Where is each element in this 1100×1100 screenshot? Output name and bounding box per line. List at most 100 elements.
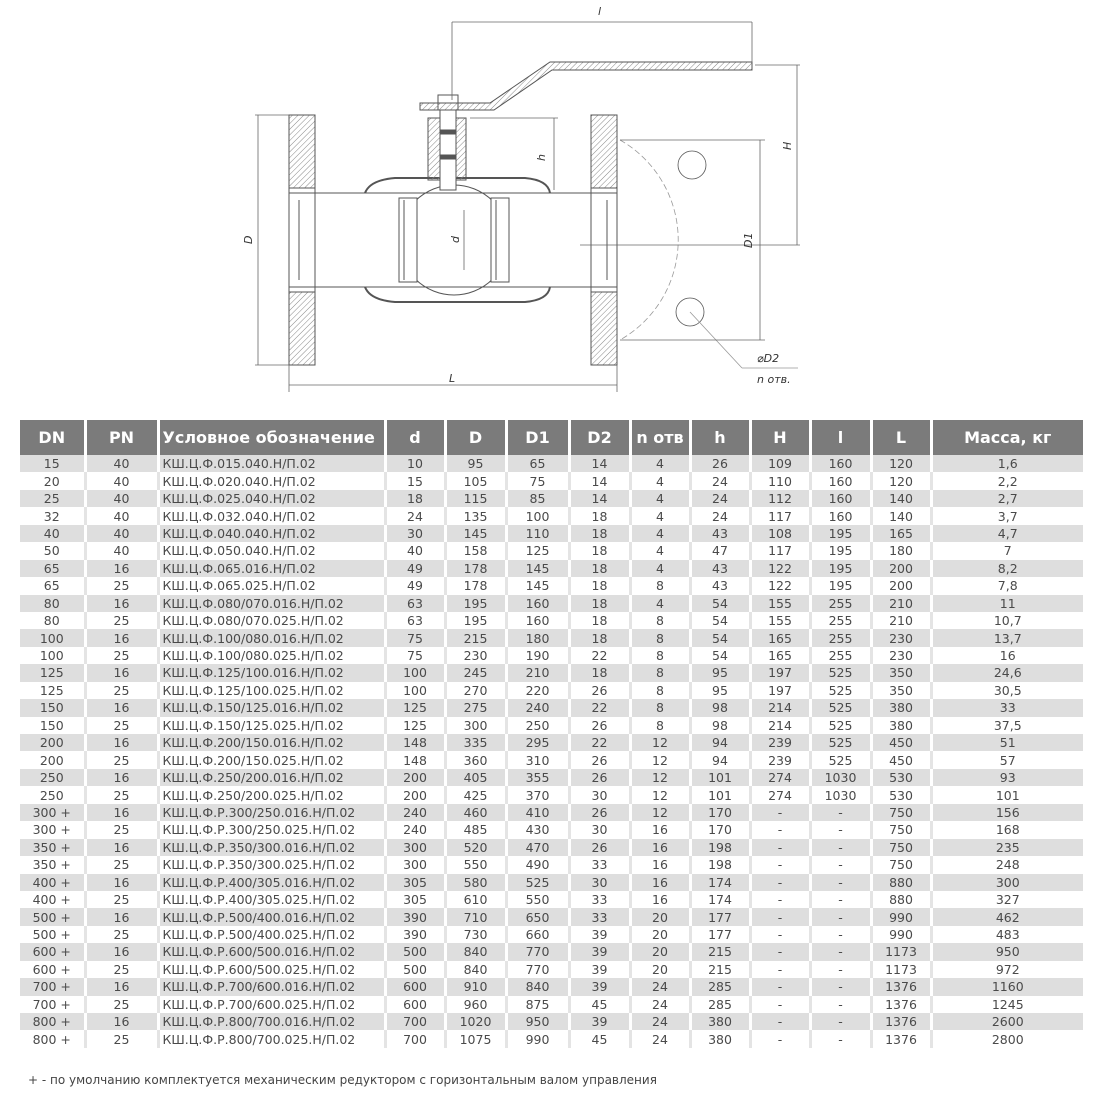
table-cell: 460 (443, 803, 506, 822)
label-d: d (449, 235, 462, 243)
table-cell: 39 (567, 1013, 630, 1031)
table-cell: 65 (20, 559, 85, 578)
table-cell: 16 (83, 699, 158, 717)
table-cell: 40 (83, 489, 158, 508)
table-cell: 950 (929, 943, 1083, 961)
table-cell: 75 (383, 629, 445, 647)
table-cell: КШ.Ц.Ф.150/125.025.Н/П.02 (156, 716, 385, 734)
table-cell: 180 (504, 629, 569, 647)
table-cell: 400 + (20, 890, 85, 909)
table-cell: 16 (628, 821, 690, 839)
table-cell: 8 (628, 681, 690, 700)
table-cell: 93 (929, 768, 1083, 787)
table-cell: 4 (628, 455, 690, 473)
specifications-table: DN PN Условное обозначение d D D1 D2 n о… (20, 420, 1083, 1048)
table-cell: 7 (929, 542, 1083, 560)
table-cell: 20 (628, 925, 690, 944)
label-D1: D1 (742, 233, 755, 248)
table-cell: 1245 (929, 995, 1083, 1013)
table-cell: 840 (443, 943, 506, 961)
label-l: l (598, 5, 601, 18)
table-cell: КШ.Ц.Ф.Р.600/500.025.Н/П.02 (156, 960, 385, 979)
table-row: 40 40 КШ.Ц.Ф.040.040.Н/П.02 30 145 110 18 4 43 10… (20, 524, 1083, 543)
table-cell: 95 (688, 664, 750, 682)
table-cell: 25 (83, 925, 158, 944)
table-cell: 8,2 (929, 559, 1083, 578)
table-cell: 178 (443, 577, 506, 595)
table-cell: 26 (567, 716, 630, 734)
table-row: 100 16 КШ.Ц.Ф.100/080.016.Н/П.02 75 215 180 18… (20, 629, 1083, 647)
table-cell: 274 (748, 768, 810, 787)
table-cell: КШ.Ц.Ф.Р.800/700.016.Н/П.02 (156, 1013, 385, 1031)
table-cell: КШ.Ц.Ф.Р.300/250.025.Н/П.02 (156, 821, 385, 839)
table-cell: 30 (567, 821, 630, 839)
table-cell: 16 (83, 908, 158, 926)
label-h: h (535, 154, 548, 161)
table-cell: 26 (567, 803, 630, 822)
table-cell: 25 (83, 786, 158, 804)
table-cell: КШ.Ц.Ф.150/125.016.Н/П.02 (156, 699, 385, 717)
table-cell: 12 (628, 751, 690, 769)
table-row: 400 +25 КШ.Ц.Ф.Р.400/305.025.Н/П.02 305 610… (20, 890, 1083, 909)
table-cell: 800 + (20, 1030, 85, 1048)
table-row: 200 25 КШ.Ц.Ф.200/150.025.Н/П.02 148 360 310 2… (20, 751, 1083, 769)
header-l: l (808, 420, 871, 455)
table-cell: 18 (567, 559, 630, 578)
table-row: 500 +25 КШ.Ц.Ф.Р.500/400.025.Н/П.02 390 730… (20, 925, 1083, 944)
table-cell: 8 (628, 629, 690, 647)
table-cell: - (808, 873, 871, 891)
table-cell: 49 (383, 559, 445, 578)
table-cell: 98 (688, 699, 750, 717)
table-cell: 300 + (20, 821, 85, 839)
table-cell: КШ.Ц.Ф.100/080.025.Н/П.02 (156, 646, 385, 665)
table-cell: 380 (869, 716, 931, 734)
table-cell: - (748, 838, 810, 857)
table-cell: 200 (20, 751, 85, 769)
table-cell: 275 (443, 699, 506, 717)
table-cell: 117 (748, 542, 810, 560)
table-cell: 770 (504, 960, 569, 979)
table-cell: 4 (628, 594, 690, 612)
table-cell: 4 (628, 542, 690, 560)
table-cell: 125 (20, 681, 85, 700)
table-cell: 18 (567, 664, 630, 682)
table-cell: 165 (869, 524, 931, 543)
table-cell: - (748, 1013, 810, 1031)
table-cell: КШ.Ц.Ф.Р.600/500.016.Н/П.02 (156, 943, 385, 961)
table-cell: 7,8 (929, 577, 1083, 595)
table-cell: 700 (383, 1030, 445, 1048)
table-cell: 990 (869, 908, 931, 926)
table-cell: 25 (83, 856, 158, 874)
table-cell: 610 (443, 890, 506, 909)
table-cell: 57 (929, 751, 1083, 769)
table-cell: 230 (869, 629, 931, 647)
table-cell: 525 (808, 681, 871, 700)
table-cell: КШ.Ц.Ф.250/200.016.Н/П.02 (156, 768, 385, 787)
table-cell: КШ.Ц.Ф.015.040.Н/П.02 (156, 455, 385, 473)
table-cell: 380 (688, 1013, 750, 1031)
table-cell: 94 (688, 751, 750, 769)
table-cell: - (808, 960, 871, 979)
table-cell: 122 (748, 559, 810, 578)
table-cell: - (748, 821, 810, 839)
table-row: 800 +25 КШ.Ц.Ф.Р.800/700.025.Н/П.02 700 107… (20, 1030, 1083, 1048)
table-cell: 300 (383, 856, 445, 874)
table-cell: 145 (504, 577, 569, 595)
table-cell: 425 (443, 786, 506, 804)
table-cell: 239 (748, 751, 810, 769)
table-cell: 158 (443, 542, 506, 560)
table-cell: 16 (628, 890, 690, 909)
table-cell: 525 (808, 716, 871, 734)
table-cell: 840 (504, 978, 569, 996)
table-cell: 14 (567, 472, 630, 490)
table-cell: 22 (567, 734, 630, 752)
table-cell: 25 (83, 681, 158, 700)
table-cell: 600 (383, 995, 445, 1013)
table-cell: - (808, 821, 871, 839)
table-cell: 274 (748, 786, 810, 804)
header-pn: PN (83, 420, 158, 455)
footnote: + - по умолчанию комплектуется механичес… (28, 1073, 657, 1087)
table-cell: 1160 (929, 978, 1083, 996)
table-cell: КШ.Ц.Ф.Р.400/305.025.Н/П.02 (156, 890, 385, 909)
table-cell: 840 (443, 960, 506, 979)
